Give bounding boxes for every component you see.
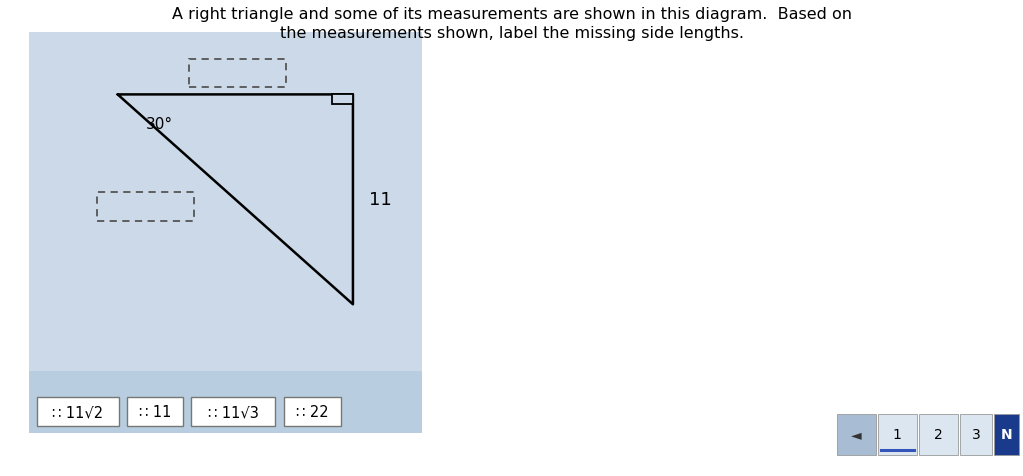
Bar: [191, 397, 275, 426]
Text: 11: 11: [369, 191, 392, 209]
Bar: [189, 60, 286, 88]
Bar: [960, 414, 992, 455]
Text: ∷ 11√2: ∷ 11√2: [52, 404, 103, 419]
Text: ∷ 11: ∷ 11: [139, 404, 171, 419]
Text: A right triangle and some of its measurements are shown in this diagram.  Based : A right triangle and some of its measure…: [172, 7, 851, 22]
Bar: [878, 414, 917, 455]
Bar: [37, 397, 119, 426]
Text: N: N: [1000, 427, 1013, 441]
Text: 2: 2: [934, 427, 942, 441]
Text: ∷ 11√3: ∷ 11√3: [208, 404, 259, 419]
Text: 30°: 30°: [146, 117, 174, 131]
Text: the measurements shown, label the missing side lengths.: the measurements shown, label the missin…: [279, 26, 744, 41]
Text: ◄: ◄: [851, 427, 861, 441]
Text: ∷ 22: ∷ 22: [297, 404, 328, 419]
FancyBboxPatch shape: [29, 371, 422, 433]
Text: 1: 1: [893, 427, 901, 441]
Bar: [127, 397, 183, 426]
Bar: [97, 193, 194, 221]
Bar: [284, 397, 341, 426]
Bar: [332, 95, 353, 105]
Bar: [837, 414, 876, 455]
Text: 3: 3: [972, 427, 980, 441]
Bar: [919, 414, 958, 455]
FancyBboxPatch shape: [29, 33, 422, 433]
Bar: [994, 414, 1019, 455]
